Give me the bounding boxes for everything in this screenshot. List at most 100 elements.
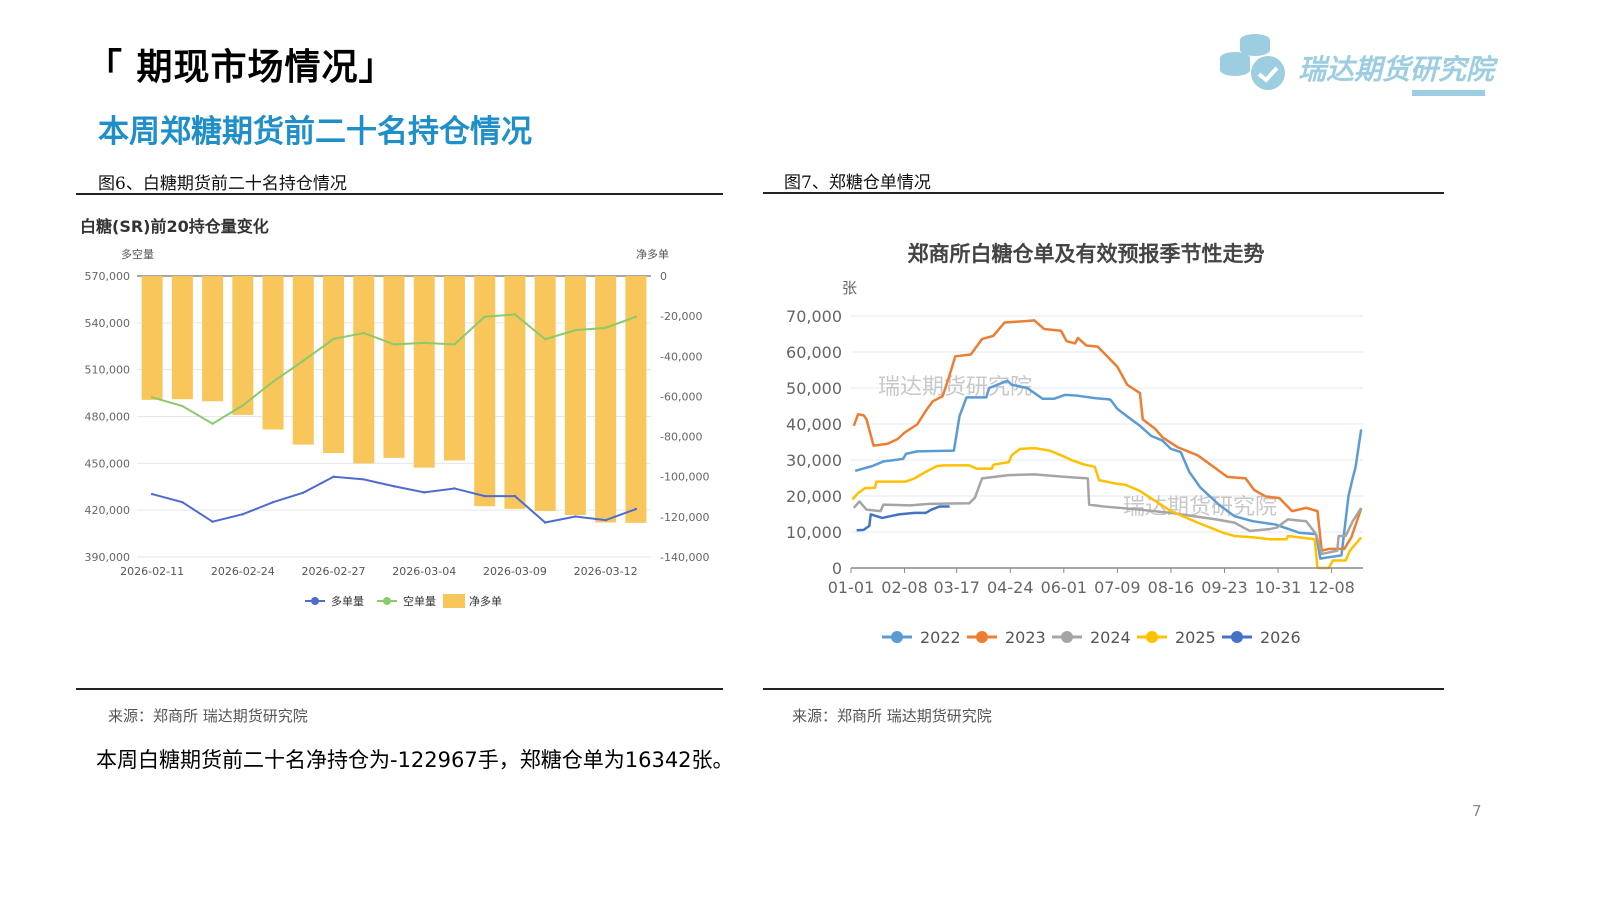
figure6-caption: 图6、白糖期货前二十名持仓情况 bbox=[98, 174, 347, 194]
long-volume-point bbox=[453, 487, 456, 490]
x-tick-label: 04-24 bbox=[987, 578, 1034, 597]
x-tick-label: 12-08 bbox=[1308, 578, 1355, 597]
short-volume-point bbox=[604, 326, 607, 330]
long-volume-point bbox=[150, 492, 154, 496]
short-volume-point bbox=[543, 338, 547, 341]
series-line-2026 bbox=[856, 505, 950, 532]
figure7-source: 来源：郑商所 瑞达期货研究院 bbox=[792, 707, 992, 725]
x-tick-label: 10-31 bbox=[1255, 578, 1302, 597]
y-tick-label: 10,000 bbox=[786, 523, 842, 542]
right-tick-label: -140,000 bbox=[660, 551, 709, 564]
chart1-title: 白糖(SR)前20持仓量变化 bbox=[80, 217, 269, 236]
figure6-bottom-rule bbox=[76, 688, 723, 690]
long-volume-line bbox=[151, 475, 637, 524]
net-long-bar bbox=[625, 276, 647, 523]
net-long-bar bbox=[232, 276, 254, 415]
net-long-bar bbox=[171, 276, 193, 400]
left-tick-label: 570,000 bbox=[85, 270, 131, 283]
figure7-bottom-rule bbox=[763, 688, 1444, 690]
legend-net-marker bbox=[443, 594, 465, 608]
long-volume-point bbox=[241, 513, 245, 516]
long-volume-point bbox=[513, 494, 517, 498]
net-long-bar bbox=[262, 276, 284, 430]
legend-short[interactable]: 空单量 bbox=[403, 594, 436, 608]
net-long-bar bbox=[353, 276, 375, 464]
y-tick-label: 40,000 bbox=[786, 415, 842, 434]
legend-marker-2024 bbox=[1061, 631, 1073, 643]
legend-marker-2025 bbox=[1146, 631, 1158, 643]
right-tick-label: 0 bbox=[660, 270, 667, 283]
long-volume-point bbox=[604, 518, 607, 522]
chart2-y-unit: 张 bbox=[842, 279, 857, 297]
x-tick-label: 2026-02-11 bbox=[120, 565, 184, 578]
short-volume-point bbox=[423, 341, 426, 345]
long-volume-point bbox=[423, 491, 426, 494]
x-tick-label: 2026-02-24 bbox=[211, 565, 275, 578]
y-tick-label: 0 bbox=[832, 559, 842, 578]
chart2-title: 郑商所白糖仓单及有效预报季节性走势 bbox=[908, 242, 1265, 266]
left-tick-label: 420,000 bbox=[85, 504, 131, 517]
short-volume-point bbox=[181, 404, 184, 408]
legend-label-2023[interactable]: 2023 bbox=[1005, 628, 1046, 647]
short-volume-point bbox=[211, 422, 214, 425]
left-tick-label: 510,000 bbox=[85, 364, 131, 377]
x-tick-label: 03-17 bbox=[933, 578, 980, 597]
page-number: 7 bbox=[1472, 802, 1482, 820]
right-tick-label: -120,000 bbox=[660, 511, 709, 524]
short-volume-point bbox=[574, 328, 577, 332]
legend-short-marker bbox=[383, 597, 391, 605]
x-tick-label: 2026-03-12 bbox=[574, 565, 638, 578]
legend-net[interactable]: 净多单 bbox=[469, 594, 502, 608]
x-tick-label: 2026-03-04 bbox=[392, 565, 456, 578]
long-volume-point bbox=[362, 478, 365, 481]
x-tick-label: 2026-02-27 bbox=[302, 565, 366, 578]
legend-label-2025[interactable]: 2025 bbox=[1175, 628, 1216, 647]
net-long-bar bbox=[383, 276, 405, 458]
net-long-bar bbox=[323, 276, 345, 454]
net-long-bar bbox=[443, 276, 465, 461]
legend-label-2024[interactable]: 2024 bbox=[1090, 628, 1131, 647]
legend-label-2026[interactable]: 2026 bbox=[1260, 628, 1301, 647]
net-long-bar bbox=[564, 276, 586, 516]
legend-marker-2023 bbox=[976, 631, 988, 643]
y-tick-label: 50,000 bbox=[786, 379, 842, 398]
long-volume-point bbox=[543, 521, 547, 524]
series-line-2024 bbox=[852, 473, 1363, 556]
y-tick-label: 30,000 bbox=[786, 451, 842, 470]
y-tick-label: 20,000 bbox=[786, 487, 842, 506]
legend-label-2022[interactable]: 2022 bbox=[920, 628, 961, 647]
coins-check-icon bbox=[1220, 34, 1285, 90]
logo-underline bbox=[1412, 90, 1485, 96]
long-volume-point bbox=[392, 485, 396, 488]
net-long-bar bbox=[595, 276, 617, 523]
long-volume-point bbox=[332, 475, 335, 478]
y-tick-label: 60,000 bbox=[786, 343, 842, 362]
warehouse-receipts-chart: 郑商所白糖仓单及有效预报季节性走势 张 瑞达期货研究院 瑞达期货研究院 70,0… bbox=[786, 242, 1363, 647]
net-long-bar bbox=[534, 276, 556, 512]
company-logo bbox=[1215, 30, 1495, 100]
series-line-2025 bbox=[851, 446, 1363, 570]
right-tick-label: -40,000 bbox=[660, 350, 702, 363]
x-tick-label: 01-01 bbox=[828, 578, 875, 597]
x-tick-label: 09-23 bbox=[1201, 578, 1248, 597]
short-volume-point bbox=[150, 396, 154, 399]
summary-text: 本周白糖期货前二十名净持仓为-122967手，郑糖仓单为16342张。 bbox=[96, 748, 734, 772]
net-long-bar bbox=[413, 276, 435, 468]
left-tick-label: 480,000 bbox=[85, 411, 131, 424]
short-volume-point bbox=[453, 343, 456, 346]
net-long-bar bbox=[141, 276, 163, 400]
left-tick-label: 540,000 bbox=[85, 317, 131, 330]
left-tick-label: 450,000 bbox=[85, 457, 131, 470]
long-volume-point bbox=[302, 491, 305, 494]
positions-chart: 白糖(SR)前20持仓量变化 多空量 净多单 570,000 540,000 510… bbox=[80, 217, 709, 608]
long-volume-point bbox=[574, 515, 577, 518]
short-volume-point bbox=[483, 315, 486, 318]
x-tick-label: 2026-03-09 bbox=[483, 565, 547, 578]
legend-long-marker bbox=[311, 597, 319, 605]
legend-long[interactable]: 多单量 bbox=[331, 594, 364, 608]
long-volume-point bbox=[211, 520, 214, 523]
figure6-source: 来源：郑商所 瑞达期货研究院 bbox=[108, 707, 308, 725]
long-volume-point bbox=[634, 507, 638, 511]
short-volume-point bbox=[634, 315, 638, 318]
x-tick-label: 02-08 bbox=[881, 578, 928, 597]
